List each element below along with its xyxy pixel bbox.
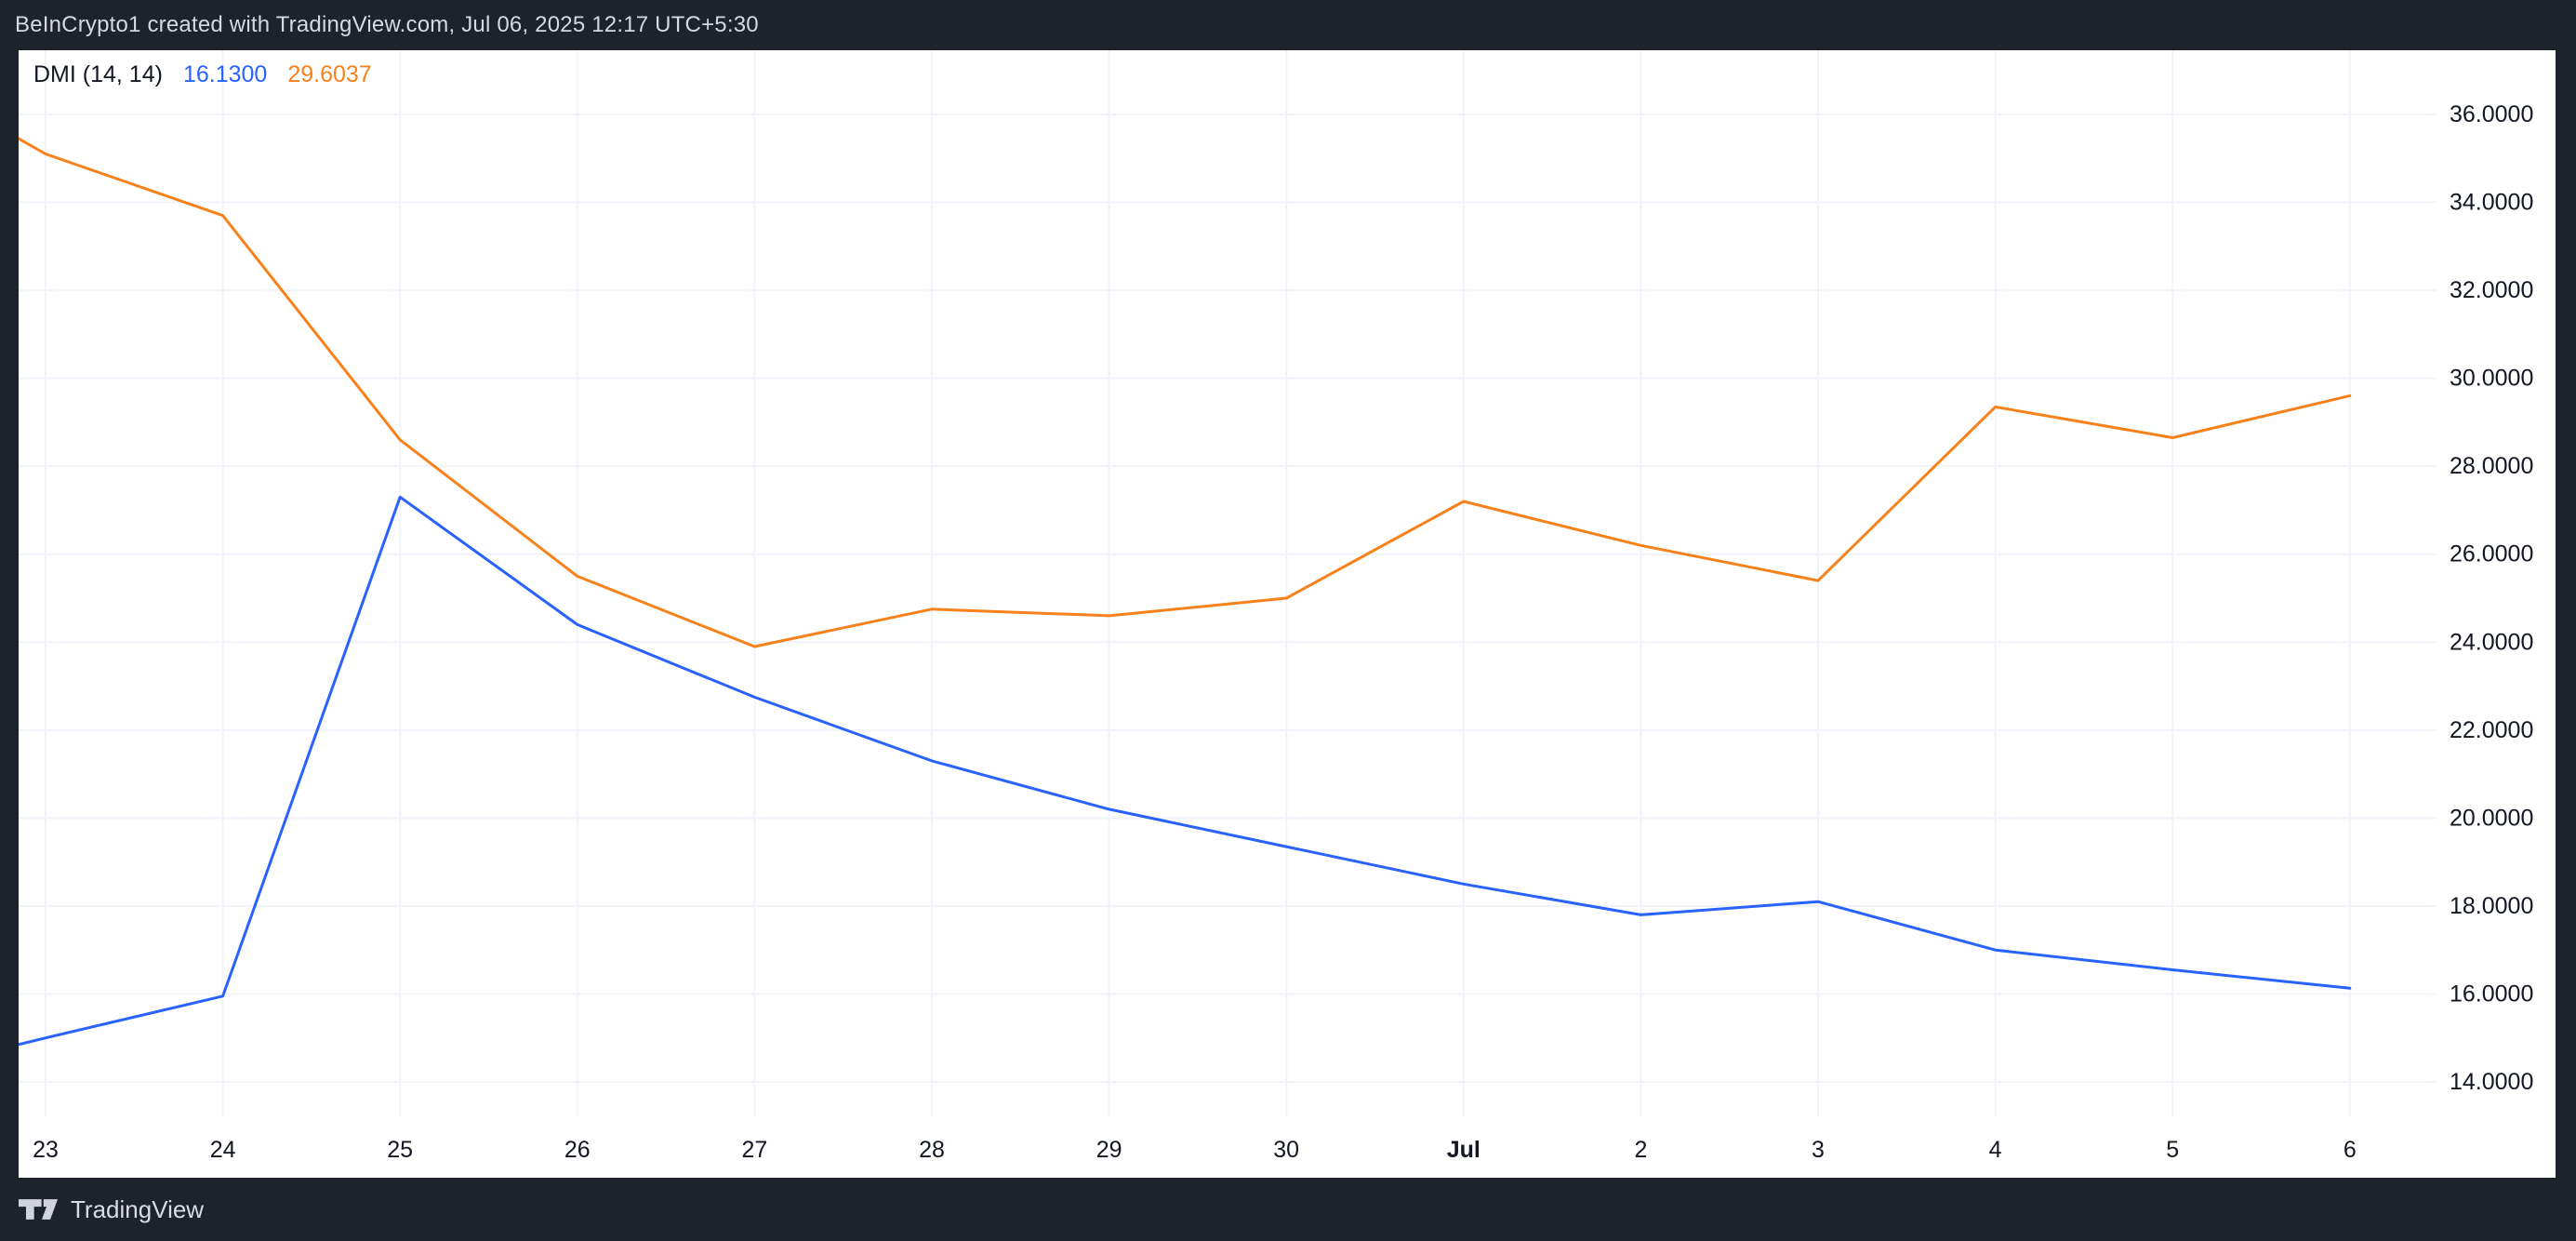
x-axis-tick-label: 23 [33, 1137, 59, 1163]
dmi-chart-svg: 36.0000 34.0000 32.0000 30.0000 28.0000 26.00… [19, 50, 2533, 1163]
plus-di-value: 16.1300 [182, 61, 268, 87]
footer-bar: TradingView [0, 1178, 2576, 1241]
tradingview-logo-icon[interactable] [19, 1196, 58, 1222]
y-axis-tick-label: 18.0000 [2450, 893, 2533, 919]
y-axis-tick-label: 36.0000 [2450, 101, 2533, 127]
snapshot-title: BeInCrypto1 created with TradingView.com… [15, 12, 759, 37]
y-axis-tick-label: 24.0000 [2450, 629, 2533, 655]
indicator-name: DMI (14, 14) [33, 61, 163, 87]
x-axis-tick-label: 5 [2166, 1137, 2179, 1163]
y-axis-tick-label: 30.0000 [2450, 366, 2533, 392]
indicator-legend: DMI (14, 14) 16.1300 29.6037 [33, 61, 372, 88]
y-axis-tick-label: 14.0000 [2450, 1069, 2533, 1095]
brand-name[interactable]: TradingView [71, 1194, 205, 1223]
x-axis-tick-label: 4 [1989, 1137, 2002, 1163]
chart-area: DMI (14, 14) 16.1300 29.6037 36.0000 34.0… [19, 50, 2556, 1178]
x-axis-tick-label: 24 [210, 1137, 236, 1163]
x-axis-tick-label: 29 [1096, 1137, 1122, 1163]
y-axis-tick-label: 26.0000 [2450, 541, 2533, 567]
x-axis-tick-label: Jul [1447, 1137, 1481, 1163]
y-axis-tick-label: 32.0000 [2450, 277, 2533, 303]
x-axis-tick-label: 28 [919, 1137, 945, 1163]
x-axis-tick-label: 3 [1812, 1137, 1825, 1163]
x-axis-tick-label: 2 [1634, 1137, 1647, 1163]
snapshot-header: BeInCrypto1 created with TradingView.com… [0, 0, 2576, 50]
y-axis-tick-label: 34.0000 [2450, 190, 2533, 216]
x-axis-tick-label: 26 [564, 1137, 591, 1163]
x-axis-tick-label: 6 [2344, 1137, 2357, 1163]
x-axis-tick-label: 30 [1273, 1137, 1299, 1163]
y-axis-tick-label: 22.0000 [2450, 717, 2533, 743]
minus-di-value: 29.6037 [287, 61, 372, 87]
y-axis-tick-label: 28.0000 [2450, 453, 2533, 479]
y-axis-tick-label: 16.0000 [2450, 981, 2533, 1007]
x-axis-tick-label: 27 [741, 1137, 767, 1163]
plus-di-line [19, 495, 2352, 1047]
x-axis-tick-label: 25 [387, 1137, 413, 1163]
y-axis-tick-label: 20.0000 [2450, 805, 2533, 831]
minus-di-line [19, 137, 2352, 648]
